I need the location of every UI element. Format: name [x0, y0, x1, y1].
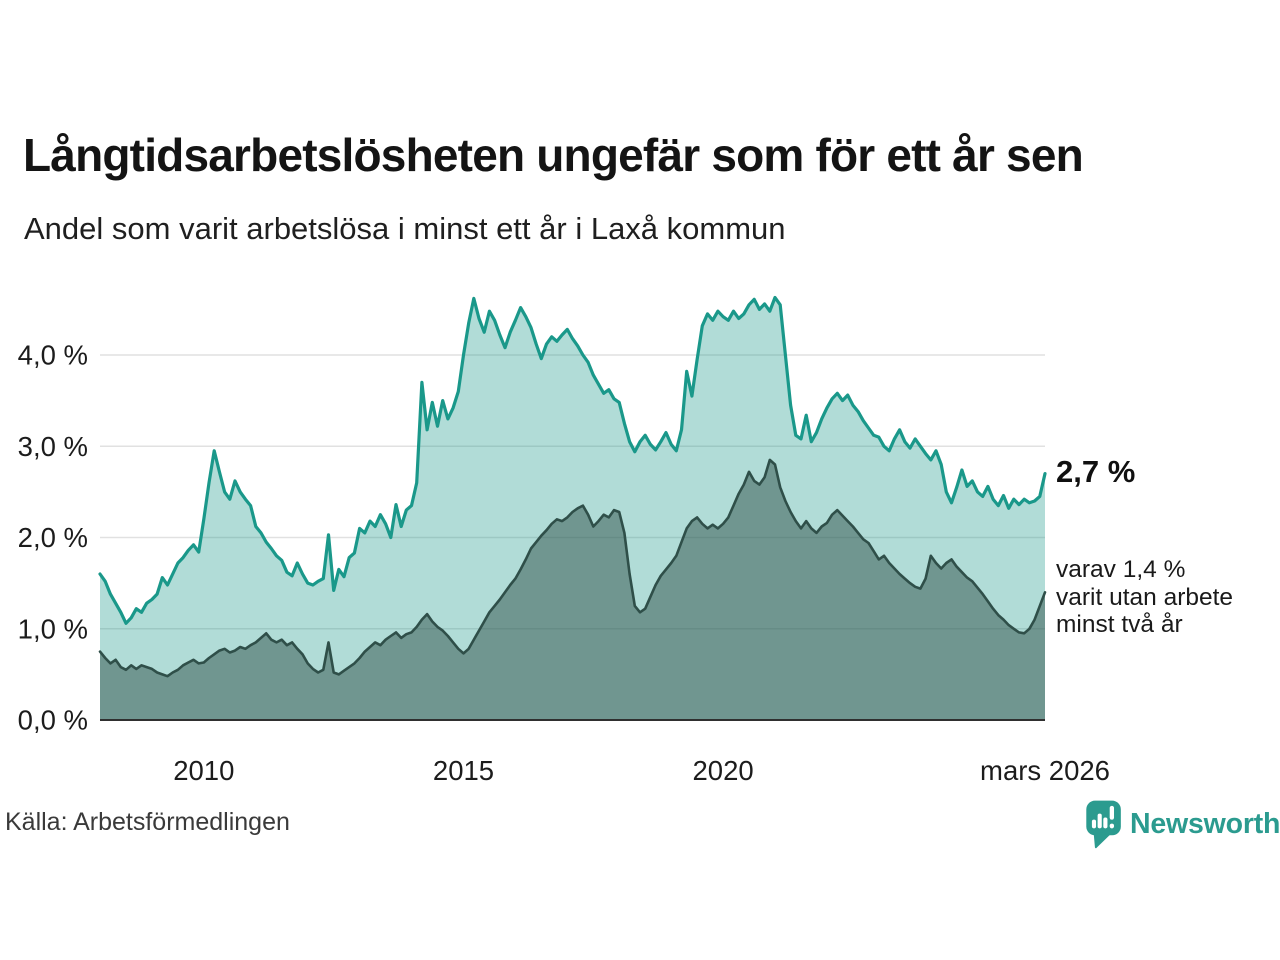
secondary-annotation-line2: varit utan arbete [1056, 583, 1234, 611]
newsworthy-logo-text: Newsworthy [1130, 808, 1280, 840]
y-tick-label: 1,0 % [18, 613, 88, 644]
x-tick-label: 2015 [433, 755, 494, 786]
latest-value-annotation: 2,7 % [1056, 454, 1136, 489]
page-subtitle: Andel som varit arbetslösa i minst ett å… [24, 211, 786, 246]
x-tick-label: 2020 [693, 755, 754, 786]
y-tick-label: 2,0 % [18, 522, 88, 553]
newsworthy-logo-icon [1086, 800, 1121, 849]
y-tick-label: 0,0 % [18, 705, 88, 736]
y-tick-label: 3,0 % [18, 431, 88, 462]
newsworthy-logo: Newsworthy [1085, 797, 1280, 851]
secondary-annotation-line3: minst två år [1056, 611, 1183, 638]
x-tick-label: mars 2026 [980, 755, 1110, 786]
secondary-annotation: varav 1,4 % varit utan arbete minst två … [1056, 556, 1233, 639]
y-tick-label: 4,0 % [18, 340, 88, 371]
secondary-annotation-line1: varav 1,4 % [1056, 556, 1186, 583]
series-line [98, 295, 1047, 625]
series-line [98, 458, 1047, 678]
source-credit: Källa: Arbetsförmedlingen [5, 808, 290, 836]
x-tick-label: 2010 [173, 755, 234, 786]
page-title: Långtidsarbetslösheten ungefär som för e… [23, 129, 1084, 181]
